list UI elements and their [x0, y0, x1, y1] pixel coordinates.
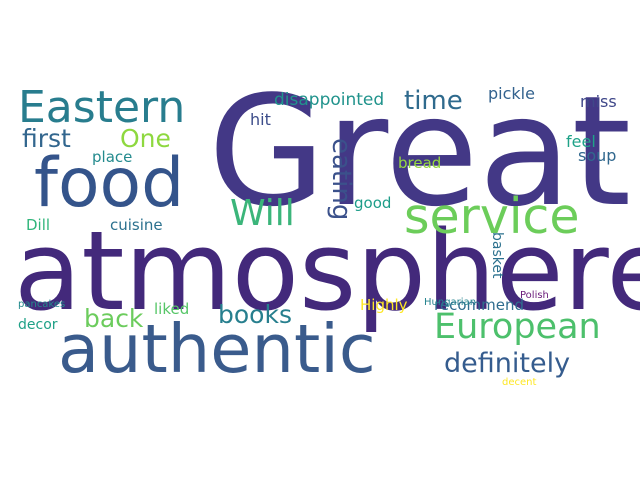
word-one: One [120, 124, 171, 153]
word-books: books [218, 300, 292, 329]
word-basket: basket [489, 232, 505, 279]
word-bread: bread [398, 154, 442, 172]
word-hungarian: Hungarian [424, 297, 477, 308]
word-eating: eating [326, 138, 356, 221]
word-soup: soup [578, 146, 617, 165]
word-food: food [34, 144, 185, 223]
word-dill: Dill [26, 216, 51, 234]
word-eastern: Eastern [18, 82, 186, 133]
word-polish: Polish [520, 290, 549, 301]
word-first: first [22, 124, 71, 153]
word-recommend: recommend [434, 296, 524, 314]
word-service: service [404, 188, 580, 245]
word-hit: hit [250, 110, 271, 129]
word-highly: Highly [360, 296, 408, 314]
word-liked: liked [154, 300, 190, 318]
word-cuisine: cuisine [110, 216, 163, 234]
word-place: place [92, 148, 133, 166]
word-time: time [404, 86, 463, 116]
word-back: back [84, 304, 144, 333]
word-will: Will [230, 193, 295, 234]
word-good: good [354, 194, 392, 212]
word-feel: feel [566, 132, 596, 151]
word-definitely: definitely [444, 348, 571, 379]
word-decent: decent [502, 377, 537, 388]
word-atmosphere: atmosphere [14, 207, 640, 335]
word-miss: miss [580, 92, 617, 111]
word-pancakes: pancakes [18, 299, 66, 310]
word-european: European [434, 307, 601, 347]
word-pickle: pickle [488, 84, 535, 103]
word-authentic: authentic [58, 310, 376, 388]
word-decor: decor [18, 317, 58, 333]
word-great: Great [208, 63, 632, 240]
word-disappointed: disappointed [274, 90, 385, 110]
